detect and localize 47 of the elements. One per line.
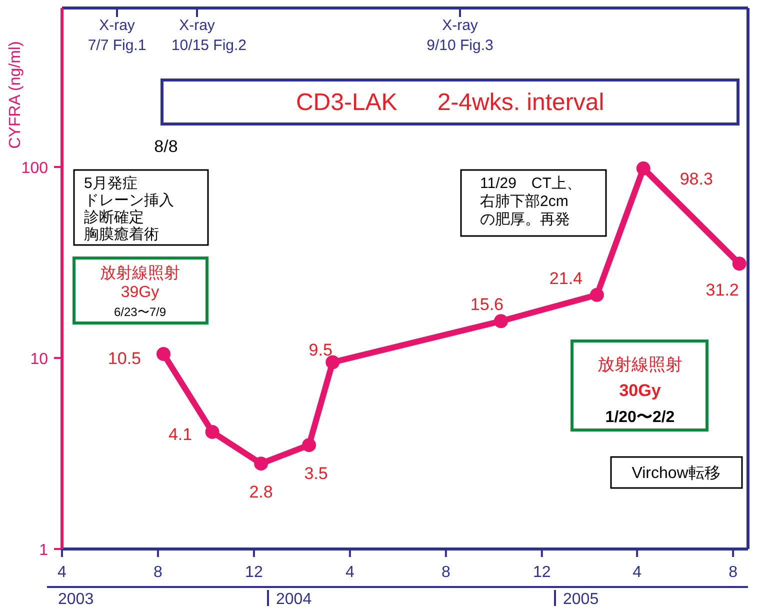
annotation: X-ray 9/10 Fig.3 bbox=[426, 17, 494, 54]
annotation: 8/8 bbox=[154, 137, 178, 156]
point bbox=[302, 438, 316, 452]
text: 2005 bbox=[563, 591, 599, 608]
data-label: 98.3 bbox=[680, 169, 713, 188]
x-tick-label: 8 bbox=[441, 564, 450, 581]
point bbox=[636, 161, 650, 176]
x-tick-label: 4 bbox=[58, 564, 67, 581]
point bbox=[732, 256, 746, 271]
x-tick-label: 8 bbox=[154, 564, 163, 581]
y-tick-label: 100 bbox=[21, 160, 48, 178]
annotation: 11/29 CT上、右肺下部2cmの肥厚。再発 bbox=[480, 175, 582, 228]
data-label: 9.5 bbox=[308, 340, 332, 360]
text: 2004 bbox=[276, 591, 312, 608]
data-label: 2.8 bbox=[249, 482, 273, 502]
y-tick-label: 1 bbox=[39, 542, 48, 559]
annotation: 5月発症ドレーン挿入診断確定胸膜癒着術 bbox=[84, 175, 174, 243]
annotation: 6/23〜7/9 bbox=[114, 305, 166, 319]
data-label: 10.5 bbox=[108, 348, 142, 368]
annotation: 放射線照射 bbox=[598, 355, 682, 374]
data-label: 4.1 bbox=[168, 424, 192, 444]
x-tick-label: 4 bbox=[345, 564, 354, 581]
annotation: X-ray 7/7 Fig.1 bbox=[88, 17, 146, 54]
point bbox=[156, 346, 170, 361]
x-tick-label: 8 bbox=[728, 564, 738, 581]
point bbox=[494, 314, 508, 328]
annotation: 30Gy bbox=[619, 381, 662, 400]
annotation: Virchow転移 bbox=[632, 465, 720, 482]
data-label: 21.4 bbox=[549, 268, 582, 288]
point bbox=[590, 288, 604, 302]
annotation: X-ray 10/15 Fig.2 bbox=[171, 17, 247, 54]
annotation: 1/20〜2/2 bbox=[605, 409, 675, 426]
x-tick-label: 12 bbox=[245, 564, 263, 581]
text: 2003 bbox=[58, 591, 94, 608]
data-label: 15.6 bbox=[470, 295, 504, 314]
x-tick-label: 12 bbox=[532, 564, 551, 581]
data-label: 3.5 bbox=[304, 464, 328, 484]
annotation: 放射線照射 bbox=[100, 264, 180, 282]
point bbox=[205, 424, 220, 439]
y-tick-label: 10 bbox=[30, 351, 48, 368]
y-axis-title: CYFRA (ng/ml) bbox=[7, 41, 24, 149]
point bbox=[254, 456, 268, 471]
text: CD3-LAK 2-4wks. interval bbox=[296, 89, 604, 116]
annotation: 39Gy bbox=[120, 284, 160, 301]
x-tick-label: 4 bbox=[632, 564, 642, 581]
point bbox=[326, 355, 340, 370]
data-label: 31.2 bbox=[706, 280, 739, 300]
